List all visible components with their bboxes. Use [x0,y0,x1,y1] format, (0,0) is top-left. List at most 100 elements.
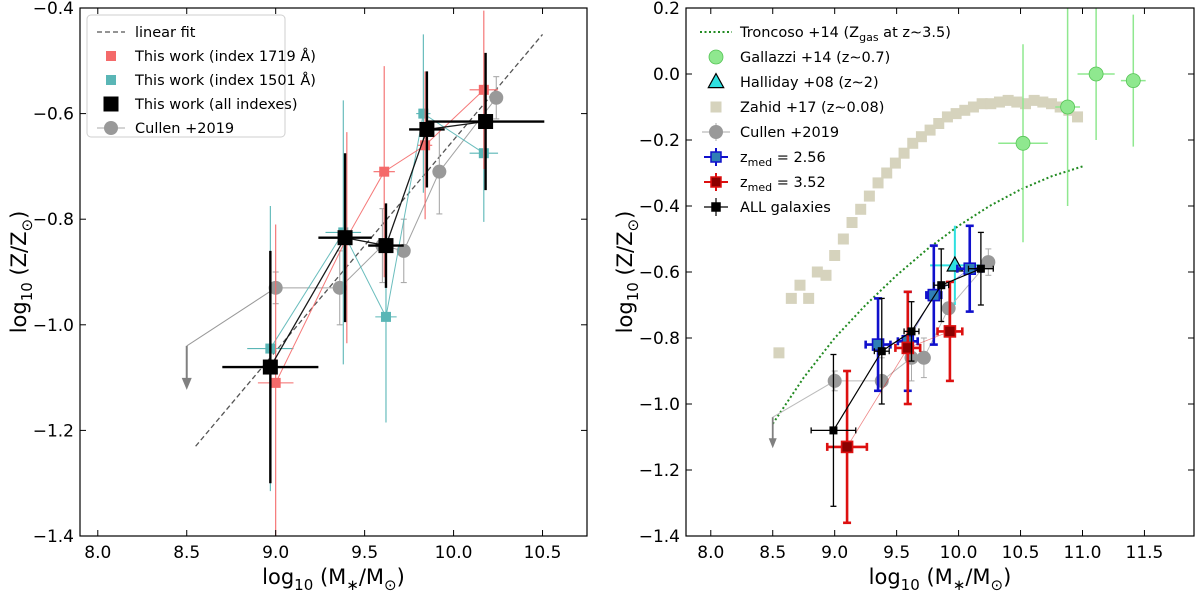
zahid-17-z-0-08-point [967,101,979,113]
zahid-17-z-0-08-point [1037,96,1049,108]
legend-label: zmed = 2.56 [740,150,826,169]
legend-item-this-work-index-1719: This work (index 1719 Å) [106,48,316,65]
legend-label: linear fit [135,25,196,41]
legend-item-all-galaxies: ALL galaxies [704,198,831,216]
legend-marker [708,49,724,65]
zahid-17-z-0-08-point [889,157,901,169]
x-axis-label: log10 (M∗/M⊙) [869,565,1012,591]
x-axis-label: log10 (M∗/M⊙) [262,565,405,591]
legend-label: Cullen +2019 [135,121,234,137]
x-tick-label: 8.0 [697,543,724,563]
legend-item-z-med-3-52: zmed = 3.52 [704,173,826,194]
zahid-17-z-0-08-point [950,108,962,120]
y-axis-label: log10 (Z/Z⊙) [613,211,642,334]
chart-left: 8.0 8.5 9.0 9.5 10.0 10.5 −1.4 −1.2 −1.0 −0.8 −0.6… [7,0,588,591]
plot-frame [79,7,588,537]
x-tick-label: 11.0 [1064,543,1102,563]
plot-area [768,8,1146,525]
gallazzi-14-z-0-7-point [1015,135,1031,151]
cullen-2019-limit-arrowhead [181,377,192,390]
this-work-all-indexes-point [419,121,435,137]
series-gallazzi-14-z-0-7 [998,8,1146,243]
zahid-17-z-0-08-point [829,250,841,261]
y-tick-label: −0.4 [33,0,74,19]
legend-label: Zahid +17 (z∼0.08) [740,100,884,116]
legend-item-troncoso-14-z-gas-at-z-3-5: Troncoso +14 (Zgas at z∼3.5) [700,25,951,44]
cullen-2019-point [432,164,447,179]
zahid-17-z-0-08-point [773,347,785,359]
all-galaxies-point [937,281,946,290]
x-tick-label: 9.5 [351,543,378,563]
zahid-17-z-0-08-point [855,203,867,215]
all-galaxies-point [877,347,886,356]
legend-marker [711,202,721,212]
y-tick-label: −1.0 [639,395,680,415]
this-work-index-1719-point [478,84,489,95]
y-tick-label: −1.2 [33,421,74,441]
x-tick-label: 8.5 [759,543,786,563]
this-work-index-1719-point [420,140,431,151]
legend-label: Halliday +08 (z∼2) [740,75,879,91]
series-all-galaxies [810,231,994,507]
this-work-all-indexes-point [378,238,394,254]
x-tick-label: 9.0 [262,543,289,563]
legend-marker [710,101,722,113]
legend-item-cullen-2019: Cullen +2019 [97,121,234,137]
legend-label: Cullen +2019 [740,125,839,141]
y-tick-label: 0.0 [653,65,680,85]
all-galaxies-point [976,264,985,273]
x-tick-label: 9.0 [821,543,848,563]
zahid-17-z-0-08-point [863,190,875,202]
legend-marker [709,125,723,139]
z-med-3-52-point [943,325,957,338]
zahid-17-z-0-08-point [898,147,910,159]
zahid-17-z-0-08-point [907,137,919,149]
zahid-17-z-0-08-point [985,98,997,110]
this-work-index-1719-line [275,89,485,384]
y-tick-label: −0.6 [33,105,74,125]
cullen-2019-limit-link [772,380,835,418]
legend-label: Gallazzi +14 (z∼0.7) [740,50,890,66]
y-tick-label: −1.0 [33,316,74,336]
zahid-17-z-0-08-point [1072,111,1084,123]
zahid-17-z-0-08-point [959,104,971,116]
zahid-17-z-0-08-point [872,177,884,189]
series-this-work-index-1719 [257,10,499,536]
legend-label: This work (all indexes) [134,97,298,113]
zahid-17-z-0-08-point [941,111,953,123]
zahid-17-z-0-08-point [881,167,893,179]
y-tick-label: −0.8 [639,329,680,349]
all-galaxies-point [907,327,916,336]
legend-marker [106,51,116,61]
legend-item-halliday-08-z-2: Halliday +08 (z∼2) [707,72,879,91]
this-work-all-indexes-line [269,120,486,368]
legend-item-cullen-2019: Cullen +2019 [702,123,839,141]
legend-item-this-work-index-1501: This work (index 1501 Å) [106,72,316,89]
series-z-med-3-52 [825,280,964,525]
legend-label: Troncoso +14 (Zgas at z∼3.5) [739,25,951,44]
x-tick-label: 9.5 [883,543,910,563]
cullen-2019-limit-arrowhead [768,438,777,449]
gallazzi-14-z-0-7-point [1125,73,1141,88]
legend-marker [707,72,725,89]
this-work-all-indexes-point [337,230,353,246]
troncoso-curve [771,165,1083,425]
z-med-3-52-point [840,440,854,454]
zahid-17-z-0-08-point [1046,98,1058,110]
x-tick-label: 8.0 [84,543,111,563]
zahid-17-z-0-08-point [1019,98,1031,110]
x-tick-label: 10.0 [940,543,978,563]
legend-item-linear-fit: linear fit [97,25,196,41]
legend-label: zmed = 3.52 [740,175,826,194]
this-work-index-1719-point [379,166,390,177]
zahid-17-z-0-08-point [1002,94,1014,106]
y-tick-label: −1.4 [33,527,74,547]
y-tick-label: −0.8 [33,210,74,230]
y-axis-label: log10 (Z/Z⊙) [7,211,36,334]
chart-right: 8.0 8.5 9.0 9.5 10.0 10.5 11.0 11.5 −1.4 −1.2 −1.0… [613,0,1195,591]
gallazzi-14-z-0-7-point [1060,99,1076,115]
x-tick-label: 11.5 [1126,543,1164,563]
zahid-17-z-0-08-point [785,292,797,304]
legend-marker [103,96,119,112]
